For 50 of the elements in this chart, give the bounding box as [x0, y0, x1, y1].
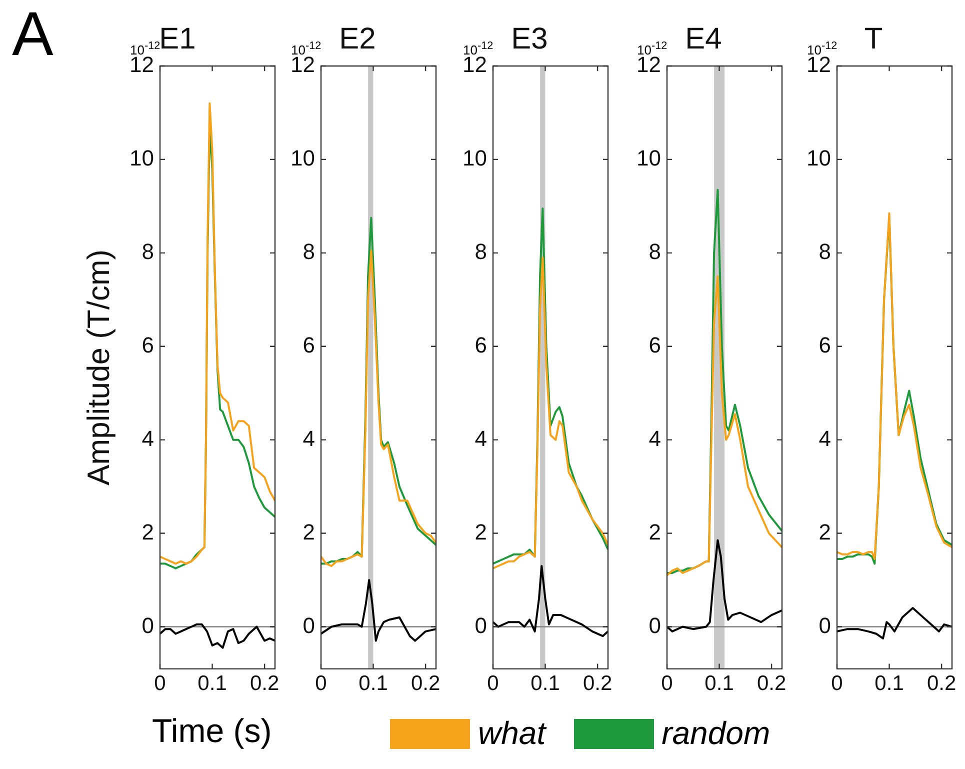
y-tick-label: 0 — [474, 612, 487, 638]
y-tick-label: 6 — [302, 332, 315, 358]
y-tick-label: 10 — [290, 146, 315, 171]
x-tick-label: 0.2 — [250, 672, 280, 696]
y-tick-label: 4 — [142, 426, 154, 451]
x-tick-label: 0.1 — [358, 672, 388, 696]
y-tick-label: 6 — [648, 332, 661, 358]
y-tick-label: 6 — [818, 332, 831, 358]
y-tick-label: 4 — [648, 426, 661, 451]
chart-title: T — [864, 22, 883, 56]
y-tick-label: 2 — [818, 519, 831, 544]
x-tick-label: 0.1 — [530, 672, 560, 696]
y-tick-label: 8 — [648, 238, 661, 264]
y-tick-label: 8 — [302, 238, 315, 264]
y-tick-label: 0 — [648, 612, 661, 638]
chart-title: E2 — [339, 22, 376, 56]
x-tick-label: 0.1 — [704, 672, 734, 696]
y-tick-label: 10 — [806, 146, 831, 171]
text: A — [12, 0, 54, 70]
y-tick-label: 4 — [818, 426, 831, 451]
x-axis-title: Time (s) — [152, 712, 272, 750]
x-tick-label: 0.2 — [756, 672, 786, 696]
y-tick-label: 2 — [142, 519, 154, 544]
x-tick-label: 0.2 — [410, 672, 440, 696]
x-tick-label: 0.2 — [582, 672, 612, 696]
y-tick-label: 2 — [302, 519, 315, 544]
y-tick-label: 2 — [474, 519, 487, 544]
y-tick-label: 8 — [474, 238, 487, 264]
y-tick-label: 8 — [818, 238, 831, 264]
x-tick-label: 0.1 — [874, 672, 904, 696]
y-tick-label: 8 — [142, 238, 154, 264]
y-tick-label: 0 — [818, 612, 831, 638]
y-tick-label: 0 — [302, 612, 315, 638]
legend-label: random — [662, 715, 770, 752]
y-tick-label: 2 — [648, 519, 661, 544]
y-tick-label: 6 — [474, 332, 487, 358]
y-tick-label: 10 — [636, 146, 661, 171]
y-tick-label: 10 — [130, 146, 154, 171]
y-tick-label: 6 — [142, 332, 154, 358]
y-tick-label: 4 — [302, 426, 315, 451]
chart-title: E3 — [511, 22, 548, 56]
y-tick-label: 10 — [462, 146, 487, 171]
y-axis-title: Amplitude (T/cm) — [81, 249, 116, 486]
y-tick-label: 0 — [142, 612, 154, 638]
x-tick-label: 0.2 — [926, 672, 956, 696]
x-tick-label: 0.1 — [198, 672, 227, 696]
legend-label: what — [478, 715, 546, 752]
chart-title: E4 — [685, 22, 722, 56]
y-tick-label: 4 — [474, 426, 487, 451]
chart-title: E1 — [159, 22, 196, 56]
